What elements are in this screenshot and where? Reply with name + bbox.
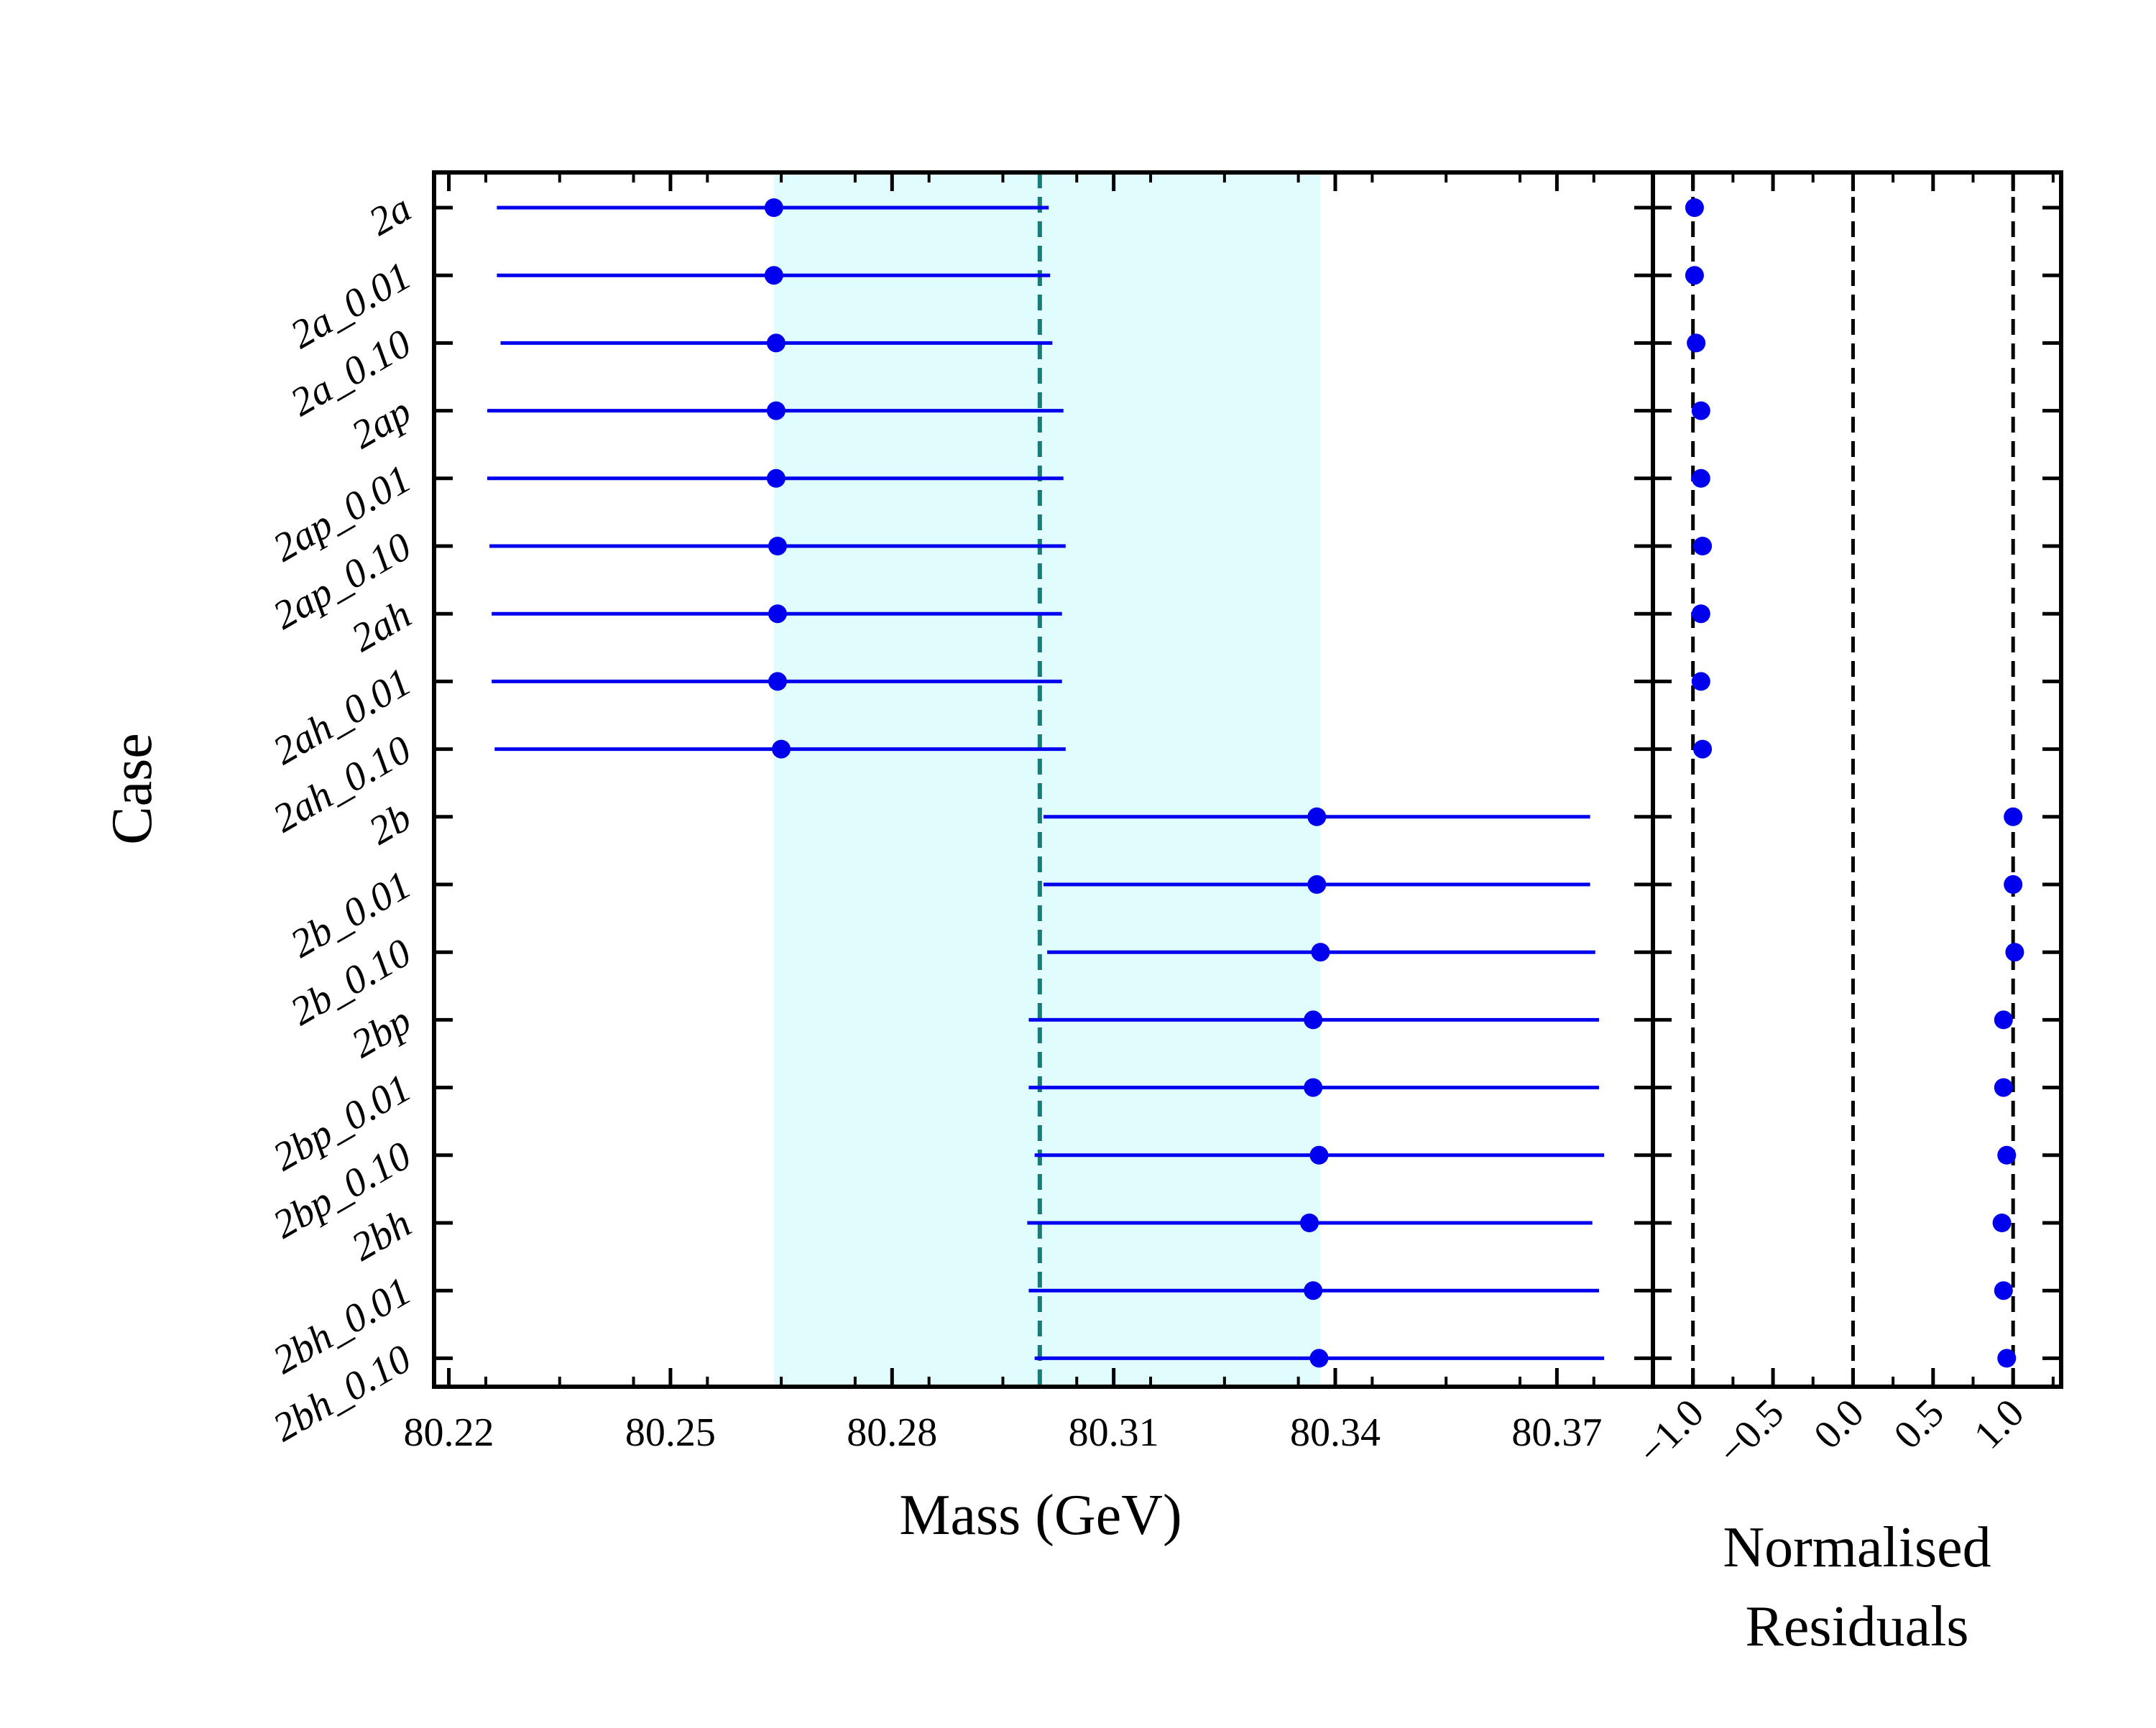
residual-point-2bh [1992, 1214, 2012, 1232]
residuals-axis-title-line-1: Normalised [1723, 1516, 1991, 1579]
case-label-2a: 2a [361, 186, 418, 245]
residual-point-2ah_0.10 [1693, 739, 1713, 759]
residual-tick-label: −0.5 [1710, 1390, 1793, 1474]
case-label-2ah: 2ah [344, 592, 419, 661]
mass-point-2ap_0.10 [768, 537, 787, 555]
mass-point-2ah_0.01 [768, 672, 787, 691]
mass-tick-label: 80.34 [1290, 1410, 1381, 1455]
residual-point-2ah [1691, 604, 1710, 624]
residuals-axis-title-line-2: Residuals [1745, 1595, 1968, 1658]
uncertainty-band [773, 172, 1321, 1387]
mass-point-2a [764, 198, 783, 217]
case-label-2bp: 2bp [344, 998, 419, 1067]
residual-point-2ap_0.01 [1691, 468, 1710, 488]
residual-tick-label: 0.5 [1886, 1390, 1953, 1457]
mass-point-2b [1307, 807, 1327, 826]
residual-point-2bh_0.10 [1997, 1349, 2017, 1368]
mass-point-2bp_0.01 [1304, 1078, 1323, 1097]
residual-point-2b [2004, 807, 2023, 826]
residuals-panel-frame [1651, 170, 2063, 1389]
mass-panel: 80.22 80.25 80.28 80.31 80.34 80.37 2a2a_0.01… [101, 170, 2061, 1547]
mass-point-2ah [768, 604, 787, 624]
residual-point-2ah_0.01 [1691, 672, 1710, 691]
residual-point-2b_0.01 [2004, 875, 2023, 894]
mass-tick-label: 80.31 [1069, 1410, 1159, 1455]
residual-point-2bp_0.01 [1994, 1078, 2013, 1097]
mass-axis-title: Mass (GeV) [899, 1484, 1181, 1547]
residuals-panel: −1.0−0.5 0.0 0.5 1.0 Normalised Residuals [1629, 170, 2063, 1658]
residual-point-2a_0.10 [1687, 333, 1706, 353]
residual-tick-label: 1.0 [1966, 1390, 2032, 1457]
residual-point-2a_0.01 [1685, 266, 1704, 285]
case-label-2b: 2b [361, 795, 418, 854]
mass-point-2bh_0.01 [1304, 1281, 1323, 1300]
residual-point-2b_0.10 [2005, 943, 2024, 962]
mass-tick-label: 80.25 [625, 1410, 716, 1455]
mass-point-2bh [1300, 1214, 1319, 1232]
residual-point-2a [1685, 198, 1704, 217]
mass-tick-label: 80.22 [404, 1410, 494, 1455]
mass-point-2ap_0.01 [766, 468, 786, 488]
residual-point-2bp_0.10 [1997, 1145, 2017, 1165]
residual-point-2bh_0.01 [1994, 1281, 2013, 1300]
mass-tick-label: 80.37 [1511, 1410, 1602, 1455]
mass-point-2ap [766, 401, 786, 420]
mass-point-2bh_0.10 [1309, 1349, 1329, 1368]
residual-point-2bp [1994, 1010, 2013, 1030]
case-label-2bh: 2bh [344, 1201, 419, 1270]
mass-point-2bp [1304, 1010, 1323, 1030]
mass-point-2ah_0.10 [772, 739, 791, 759]
mass-tick-label: 80.28 [847, 1410, 937, 1455]
case-label-2ap: 2ap [344, 389, 419, 458]
case-axis-title: Case [101, 733, 164, 845]
residual-point-2ap [1691, 401, 1710, 420]
mass-point-2bp_0.10 [1309, 1145, 1329, 1165]
mass-point-2a_0.01 [764, 266, 783, 285]
residual-tick-label: −1.0 [1629, 1390, 1713, 1474]
mass-point-2b_0.01 [1307, 875, 1327, 894]
residual-tick-label: 0.0 [1805, 1390, 1872, 1457]
residual-point-2ap_0.10 [1693, 537, 1713, 555]
mass-point-2a_0.10 [766, 333, 786, 353]
mass-point-2b_0.10 [1311, 943, 1330, 962]
